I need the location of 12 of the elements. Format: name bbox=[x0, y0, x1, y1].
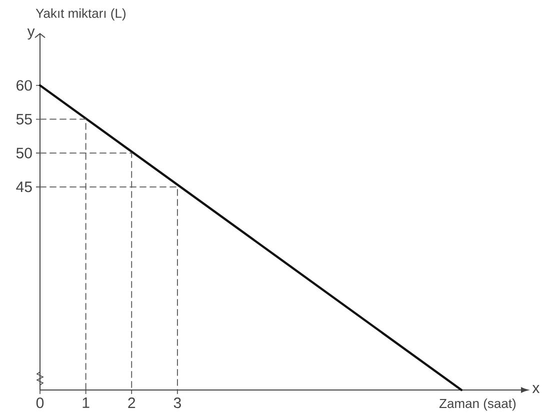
x-tick-label: 3 bbox=[174, 398, 181, 408]
x-tick-label: 2 bbox=[128, 398, 136, 408]
y-tick-label: 55 bbox=[16, 114, 32, 124]
y-axis-title: Yakıt miktarı (L) bbox=[36, 8, 126, 20]
text: x bbox=[532, 385, 540, 393]
y-tick-label: 50 bbox=[16, 148, 32, 158]
x-tick-label: 0 bbox=[36, 398, 44, 408]
y-tick-label: 60 bbox=[16, 80, 32, 91]
text: y bbox=[27, 28, 35, 40]
x-axis-title: Zaman (saat) bbox=[439, 398, 516, 411]
y-tick-label: 45 bbox=[16, 182, 32, 192]
x-tick-label: 1 bbox=[82, 398, 90, 408]
